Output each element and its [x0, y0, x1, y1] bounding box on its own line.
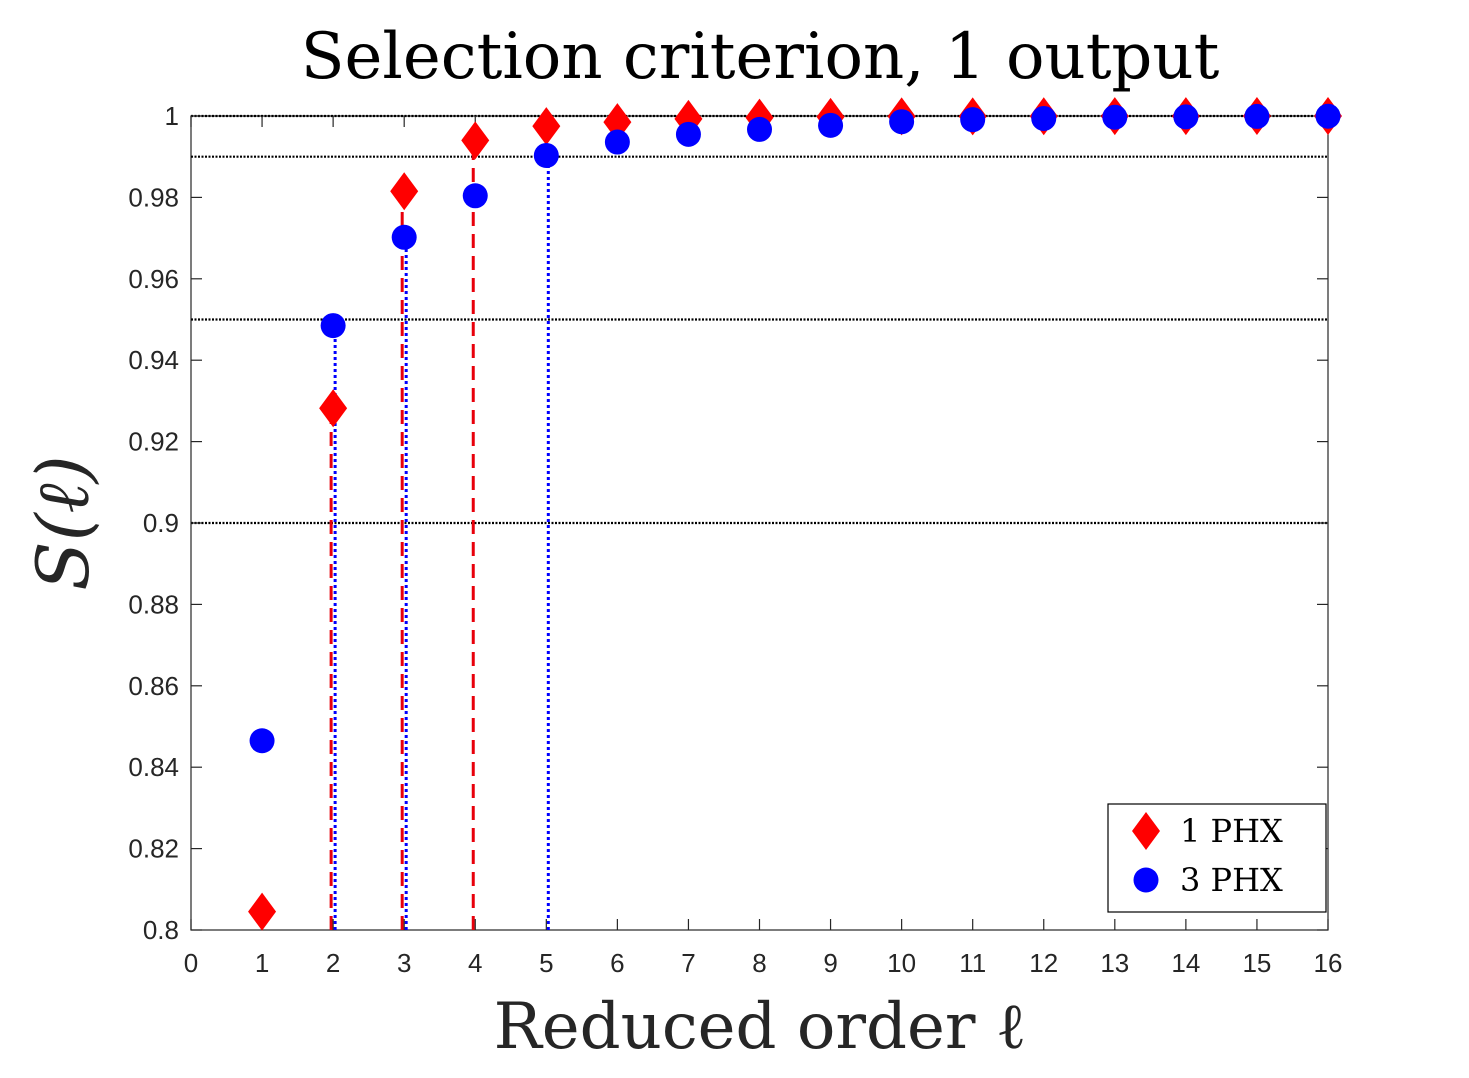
- data-point-3-phx: [391, 224, 417, 250]
- data-point-3-phx: [604, 129, 630, 155]
- y-tick-label: 0.88: [128, 589, 179, 619]
- data-point-3-phx: [675, 121, 701, 147]
- data-point-1-phx: [390, 172, 419, 211]
- x-tick-label: 0: [184, 948, 198, 978]
- x-tick-label: 11: [959, 948, 986, 978]
- y-tick-label: 1: [165, 101, 179, 131]
- x-tick-label: 2: [326, 948, 340, 978]
- x-tick-label: 10: [887, 948, 916, 978]
- x-tick-label: 8: [752, 948, 766, 978]
- y-tick-label: 0.92: [128, 427, 179, 457]
- x-tick-label: 15: [1242, 948, 1271, 978]
- y-axis-label: S(ℓ): [21, 455, 105, 591]
- data-point-3-phx: [1173, 104, 1199, 130]
- x-tick-label: 4: [468, 948, 482, 978]
- y-tick-label: 0.94: [128, 345, 179, 375]
- legend-marker-3-phx: [1133, 867, 1159, 893]
- x-tick-label: 5: [539, 948, 553, 978]
- x-tick-labels: 0 1 2 3 4 5 6 7 8 9 10 11 12 13 14 15 16: [184, 948, 1343, 978]
- data-point-3-phx: [1244, 103, 1270, 129]
- x-tick-label: 12: [1029, 948, 1058, 978]
- data-point-3-phx: [747, 116, 772, 142]
- y-tick-label: 0.82: [128, 834, 179, 864]
- data-series: [248, 97, 1342, 931]
- data-point-3-phx: [1102, 104, 1128, 130]
- series-3-phx: [249, 103, 1341, 754]
- y-tick-label: 0.9: [143, 508, 179, 538]
- y-tick-label: 0.96: [128, 264, 179, 294]
- data-point-3-phx: [249, 728, 275, 754]
- x-tick-label: 1: [255, 948, 269, 978]
- data-point-3-phx: [818, 112, 844, 138]
- data-point-3-phx: [1031, 105, 1057, 131]
- chart-title: Selection criterion, 1 output: [301, 20, 1220, 94]
- plot-area: [190, 97, 1342, 931]
- data-point-1-phx: [603, 103, 632, 142]
- data-point-3-phx: [960, 107, 986, 133]
- x-tick-label: 7: [681, 948, 695, 978]
- x-tick-label: 9: [823, 948, 837, 978]
- data-point-3-phx: [462, 183, 488, 209]
- x-tick-label: 16: [1314, 948, 1343, 978]
- y-tick-label: 0.84: [128, 752, 179, 782]
- y-tick-label: 0.8: [143, 915, 179, 945]
- data-point-3-phx: [889, 109, 915, 135]
- y-tick-labels: 0.8 0.82 0.84 0.86 0.88 0.9 0.92 0.94 0.96 0.98 1: [128, 101, 179, 945]
- x-axis-label: Reduced order ℓ: [494, 990, 1027, 1064]
- data-point-1-phx: [248, 892, 277, 931]
- x-tick-label: 14: [1171, 948, 1200, 978]
- legend-marker-1-phx: [1132, 812, 1160, 850]
- data-point-1-phx: [319, 389, 348, 428]
- data-point-3-phx: [1315, 103, 1341, 129]
- legend-label-3-phx: 3 PHX: [1180, 861, 1283, 899]
- y-tick-label: 0.86: [128, 671, 179, 701]
- legend: 1 PHX 3 PHX: [1107, 803, 1327, 913]
- legend-label-1-phx: 1 PHX: [1180, 812, 1283, 850]
- drop-lines: [329, 140, 550, 930]
- y-tick-label: 0.98: [128, 182, 179, 212]
- x-tick-label: 6: [610, 948, 624, 978]
- data-point-3-phx: [533, 142, 559, 168]
- data-point-3-phx: [320, 313, 346, 339]
- x-tick-label: 3: [397, 948, 411, 978]
- data-point-1-phx: [532, 107, 561, 146]
- data-point-1-phx: [461, 121, 490, 160]
- x-tick-label: 13: [1100, 948, 1129, 978]
